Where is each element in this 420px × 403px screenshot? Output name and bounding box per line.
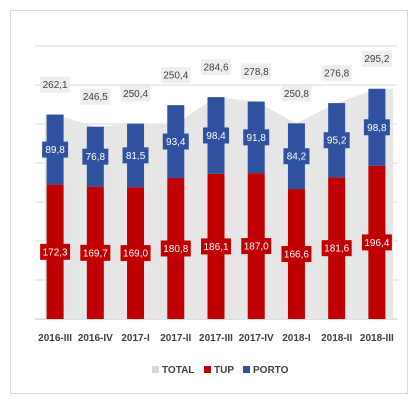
legend: TOTAL TUP PORTO bbox=[152, 365, 289, 376]
porto-label-box bbox=[82, 148, 109, 165]
porto-value-label: 95,2 bbox=[327, 136, 347, 147]
total-value-label: 250,4 bbox=[123, 89, 148, 100]
porto-label-box bbox=[363, 119, 390, 136]
x-tick-label: 2017-I bbox=[121, 333, 150, 344]
total-value-label: 276,8 bbox=[324, 69, 349, 80]
porto-label-box bbox=[162, 133, 189, 150]
tup-value-label: 169,0 bbox=[123, 249, 148, 260]
tup-label-box bbox=[201, 238, 231, 255]
x-tick-label: 2016-IV bbox=[78, 333, 113, 344]
x-tick-label: 2017-II bbox=[160, 333, 191, 344]
legend-label-porto: PORTO bbox=[253, 365, 289, 376]
legend-swatch-total bbox=[152, 366, 159, 373]
bars bbox=[46, 88, 386, 319]
porto-value-label: 84,2 bbox=[287, 152, 307, 163]
x-tick-label: 2018-II bbox=[321, 333, 352, 344]
tup-label-box bbox=[40, 243, 71, 260]
total-label-box bbox=[120, 85, 151, 102]
tup-label-box bbox=[361, 234, 392, 251]
tup-value-label: 180,8 bbox=[163, 244, 188, 255]
x-tick-label: 2018-III bbox=[360, 333, 394, 344]
tup-value-label: 169,7 bbox=[83, 248, 108, 259]
porto-value-label: 98,4 bbox=[206, 131, 226, 142]
legend-label-total: TOTAL bbox=[162, 365, 194, 376]
tup-label-box bbox=[281, 246, 312, 263]
total-value-label: 295,2 bbox=[364, 54, 389, 65]
total-value-label: 246,5 bbox=[83, 92, 108, 103]
porto-label-box bbox=[122, 147, 149, 164]
x-axis-ticks: 2016-III 2016-IV 2017-I 2017-II 2017-III 2017… bbox=[38, 333, 394, 344]
tup-value-label: 196,4 bbox=[364, 238, 389, 249]
total-label-box bbox=[40, 76, 71, 93]
porto-value-label: 93,4 bbox=[166, 137, 186, 148]
total-label-box bbox=[80, 88, 111, 105]
total-label-box bbox=[361, 50, 392, 67]
porto-label-box bbox=[243, 129, 270, 146]
x-tick-label: 2017-III bbox=[199, 333, 233, 344]
total-label-box bbox=[281, 85, 312, 102]
tup-label-box bbox=[321, 240, 352, 257]
data-labels: 172,3 89,8 262,1 169,7 76,8 246,5 169,0 81,5 250… bbox=[40, 50, 392, 263]
total-value-label: 250,4 bbox=[163, 71, 188, 82]
legend-swatch-tup bbox=[204, 366, 211, 373]
porto-label-box bbox=[42, 141, 69, 158]
total-value-label: 250,8 bbox=[284, 89, 309, 100]
stacked-bar-chart: 172,3 89,8 262,1 169,7 76,8 246,5 169,0 81,5 250… bbox=[35, 45, 397, 376]
x-tick-label: 2017-IV bbox=[239, 333, 274, 344]
x-tick-label: 2018-I bbox=[282, 333, 311, 344]
porto-value-label: 91,8 bbox=[246, 133, 266, 144]
tup-value-label: 187,0 bbox=[244, 242, 269, 253]
tup-label-box bbox=[241, 238, 272, 255]
porto-value-label: 81,5 bbox=[126, 151, 146, 162]
tup-value-label: 166,6 bbox=[284, 250, 309, 261]
total-value-label: 262,1 bbox=[43, 80, 68, 91]
porto-value-label: 89,8 bbox=[45, 145, 65, 156]
legend-swatch-porto bbox=[243, 366, 250, 373]
porto-value-label: 98,8 bbox=[367, 123, 387, 134]
chart-frame: 172,3 89,8 262,1 169,7 76,8 246,5 169,0 81,5 250… bbox=[10, 10, 408, 394]
tup-label-box bbox=[120, 245, 151, 262]
porto-label-box bbox=[203, 127, 229, 144]
legend-label-tup: TUP bbox=[214, 365, 234, 376]
porto-value-label: 76,8 bbox=[86, 152, 106, 163]
total-label-box bbox=[201, 59, 231, 76]
total-label-box bbox=[321, 65, 352, 82]
tup-value-label: 186,1 bbox=[203, 242, 228, 253]
total-value-label: 278,8 bbox=[244, 67, 269, 78]
total-label-box bbox=[160, 67, 191, 84]
x-tick-label: 2016-III bbox=[38, 333, 72, 344]
total-value-label: 284,6 bbox=[203, 63, 228, 74]
tup-value-label: 172,3 bbox=[43, 247, 68, 258]
tup-value-label: 181,6 bbox=[324, 244, 349, 255]
tup-label-box bbox=[80, 244, 111, 261]
total-label-box bbox=[241, 63, 272, 80]
tup-label-box bbox=[160, 240, 191, 257]
porto-label-box bbox=[323, 132, 350, 149]
porto-label-box bbox=[283, 148, 310, 165]
